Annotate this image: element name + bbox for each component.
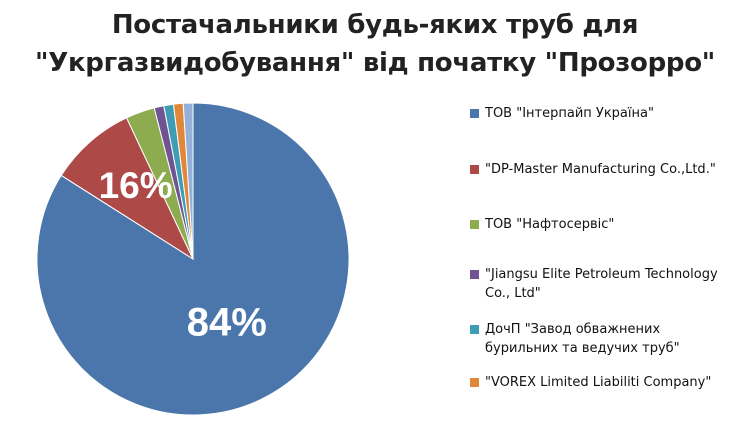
legend-label: "DP-Master Manufacturing Co.,Ltd." <box>485 162 716 177</box>
chart-title: Постачальники будь-яких труб для "Укргаз… <box>0 6 750 82</box>
legend-label: "VOREX Limited Liabiliti Company" <box>485 375 712 390</box>
legend-item-dp-master: "DP-Master Manufacturing Co.,Ltd." <box>470 160 746 179</box>
legend-label: ДочП "Завод обважнених бурильних та веду… <box>485 322 680 356</box>
legend-item-naftoservis: ТОВ "Нафтосервіс" <box>470 215 746 234</box>
legend-label: ТОВ "Інтерпайп Україна" <box>485 106 654 121</box>
legend-label: "Jiangsu Elite Petroleum Technology Co.,… <box>485 267 718 301</box>
chart-title-line-2: "Укргазвидобування" від початку "Прозорр… <box>34 48 716 78</box>
pie-slice <box>182 102 194 260</box>
pie-group-label: 16% <box>99 165 173 206</box>
pie-labels: 84% 16% <box>99 165 267 344</box>
legend-swatch <box>470 270 479 279</box>
legend-item-vorex: "VOREX Limited Liabiliti Company" <box>470 373 746 392</box>
legend-label: ТОВ "Нафтосервіс" <box>485 217 615 232</box>
legend-swatch <box>470 109 479 118</box>
chart-title-line-1: Постачальники будь-яких труб для <box>111 10 639 40</box>
pie-slices <box>36 102 350 416</box>
legend-swatch <box>470 325 479 334</box>
pie-data-label: 84% <box>187 301 267 345</box>
legend-item-zavod: ДочП "Завод обважнених бурильних та веду… <box>470 320 746 358</box>
legend-item-jiangsu: "Jiangsu Elite Petroleum Technology Co.,… <box>470 265 746 303</box>
pie-slice <box>60 117 195 261</box>
legend-item-interpipe: ТОВ "Інтерпайп Україна" <box>470 104 746 123</box>
legend-swatch <box>470 165 479 174</box>
legend-swatch <box>470 378 479 387</box>
legend-swatch <box>470 220 479 229</box>
